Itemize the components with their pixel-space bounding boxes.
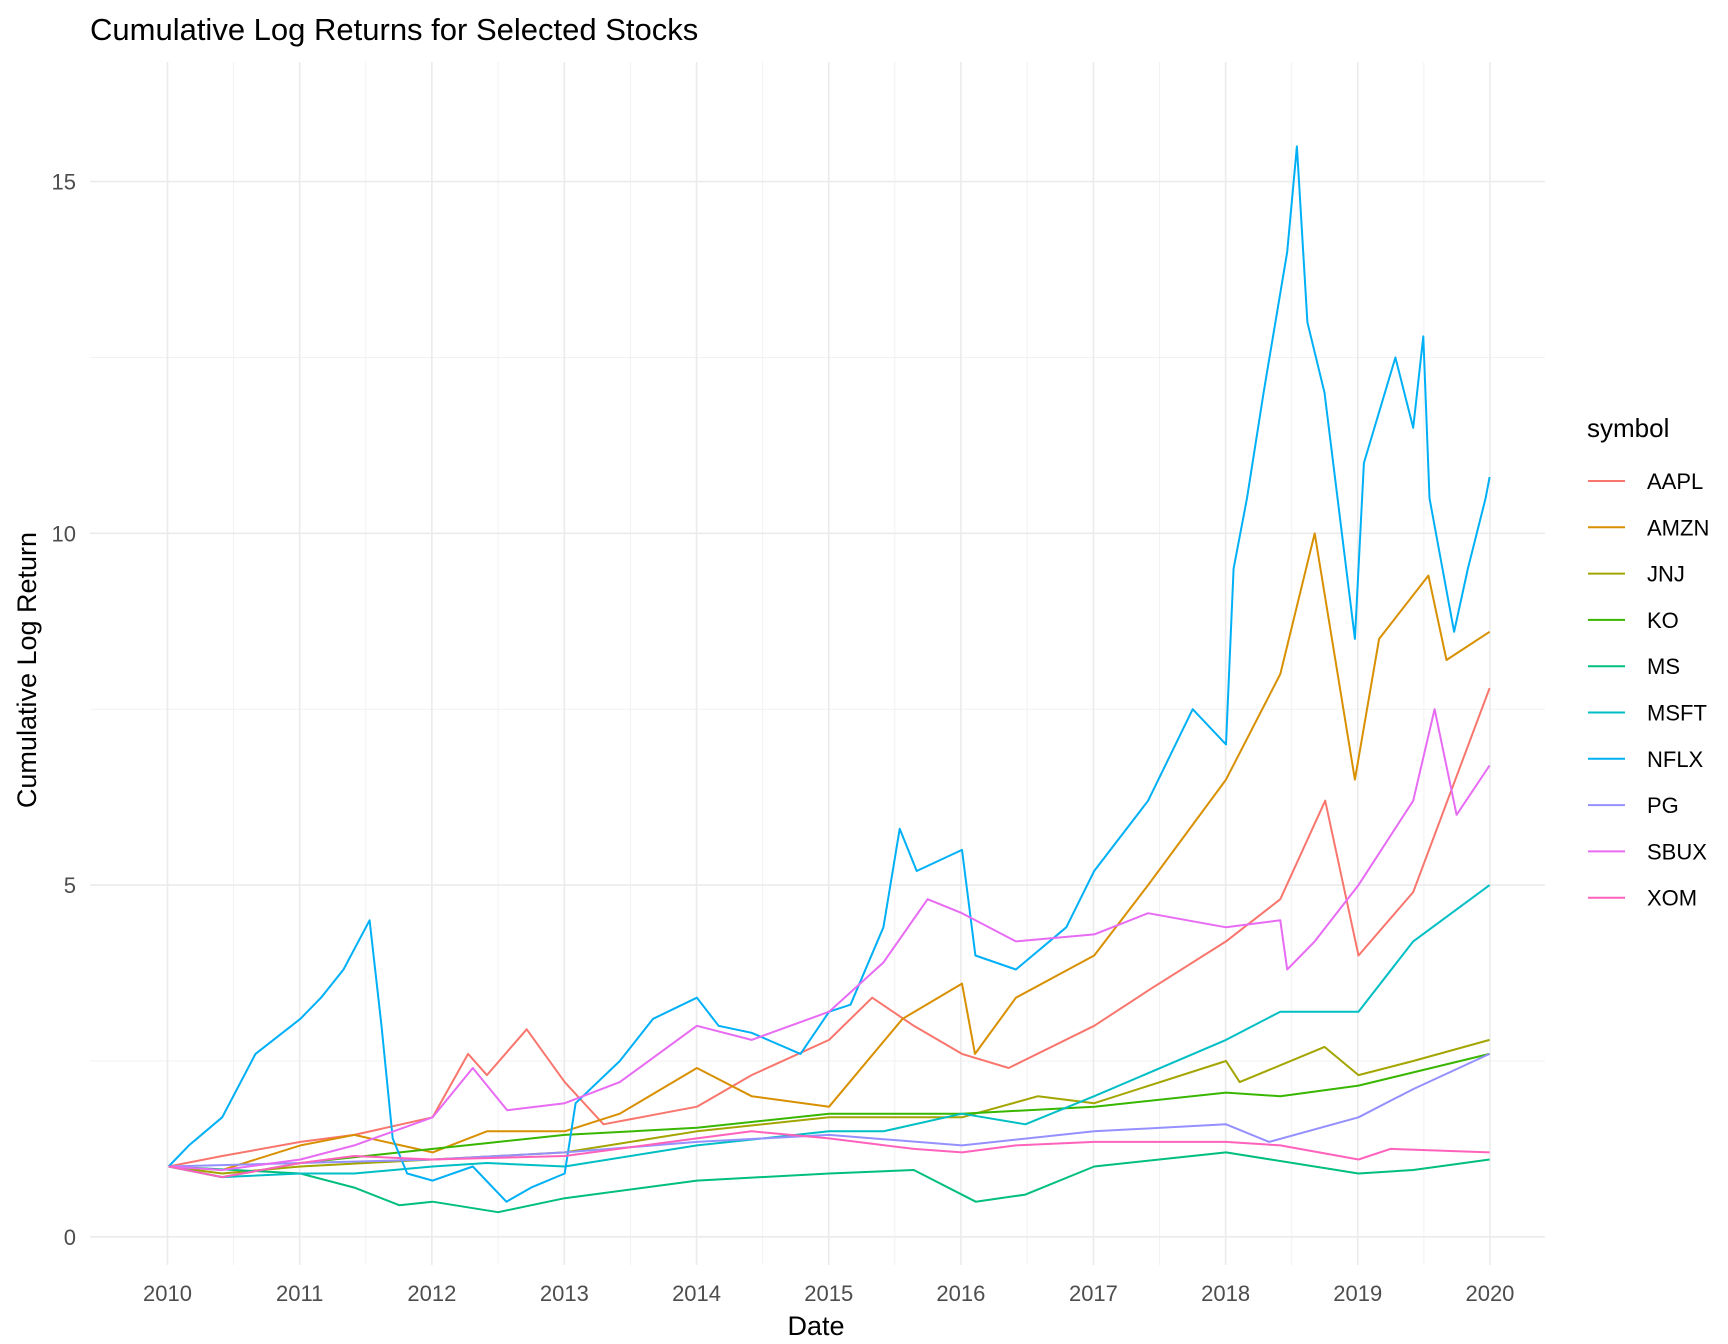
x-tick-label: 2011 bbox=[276, 1281, 323, 1306]
y-tick-label: 5 bbox=[64, 873, 76, 898]
legend-title: symbol bbox=[1587, 413, 1669, 443]
y-axis-title: Cumulative Log Return bbox=[12, 532, 42, 808]
series-line-sbux bbox=[168, 708, 1491, 1171]
grid-minor bbox=[90, 62, 1545, 1265]
legend-label-amzn: AMZN bbox=[1647, 515, 1709, 540]
x-tick-label: 2019 bbox=[1333, 1281, 1382, 1306]
x-tick-label: 2013 bbox=[540, 1281, 589, 1306]
x-tick-label: 2012 bbox=[407, 1281, 456, 1306]
x-tick-label: 2015 bbox=[804, 1281, 853, 1306]
x-tick-label: 2018 bbox=[1201, 1281, 1250, 1306]
x-tick-label: 2014 bbox=[672, 1281, 721, 1306]
x-tick-label: 2020 bbox=[1465, 1281, 1514, 1306]
x-tick-label: 2016 bbox=[936, 1281, 985, 1306]
legend-label-msft: MSFT bbox=[1647, 701, 1707, 726]
legend-label-nflx: NFLX bbox=[1647, 747, 1704, 772]
legend-label-sbux: SBUX bbox=[1647, 839, 1707, 864]
legend: symbol AAPL AMZN JNJ KO MS MSFT NFLX PG SBUX XOM bbox=[1587, 413, 1709, 911]
legend-items: AAPL AMZN JNJ KO MS MSFT NFLX PG SBUX XOM bbox=[1588, 469, 1709, 911]
legend-label-jnj: JNJ bbox=[1647, 562, 1685, 587]
x-tick-label: 2017 bbox=[1069, 1281, 1118, 1306]
series-line-jnj bbox=[168, 1038, 1490, 1175]
x-axis-ticks: 2010 2011 2012 2013 2014 2015 2016 2017 2018 2019… bbox=[143, 1281, 1514, 1306]
legend-label-ms: MS bbox=[1647, 654, 1680, 679]
series-line-ms bbox=[168, 1151, 1490, 1214]
series-line-nflx bbox=[167, 145, 1491, 1203]
x-tick-label: 2010 bbox=[143, 1281, 192, 1306]
x-axis-title: Date bbox=[787, 1311, 844, 1341]
series-line-msft bbox=[168, 884, 1491, 1179]
legend-label-ko: KO bbox=[1647, 608, 1679, 633]
legend-label-aapl: AAPL bbox=[1647, 469, 1703, 494]
legend-label-xom: XOM bbox=[1647, 886, 1697, 911]
grid-major bbox=[90, 62, 1545, 1265]
series-line-xom bbox=[168, 1130, 1490, 1179]
y-tick-label: 10 bbox=[52, 521, 76, 546]
series-line-amzn bbox=[168, 532, 1491, 1171]
y-tick-label: 15 bbox=[52, 170, 76, 195]
y-axis-ticks: 0 5 10 15 bbox=[52, 170, 76, 1250]
legend-label-pg: PG bbox=[1647, 793, 1679, 818]
series-lines bbox=[167, 145, 1491, 1214]
chart-title: Cumulative Log Returns for Selected Stoc… bbox=[90, 12, 698, 47]
y-tick-label: 0 bbox=[64, 1225, 76, 1250]
